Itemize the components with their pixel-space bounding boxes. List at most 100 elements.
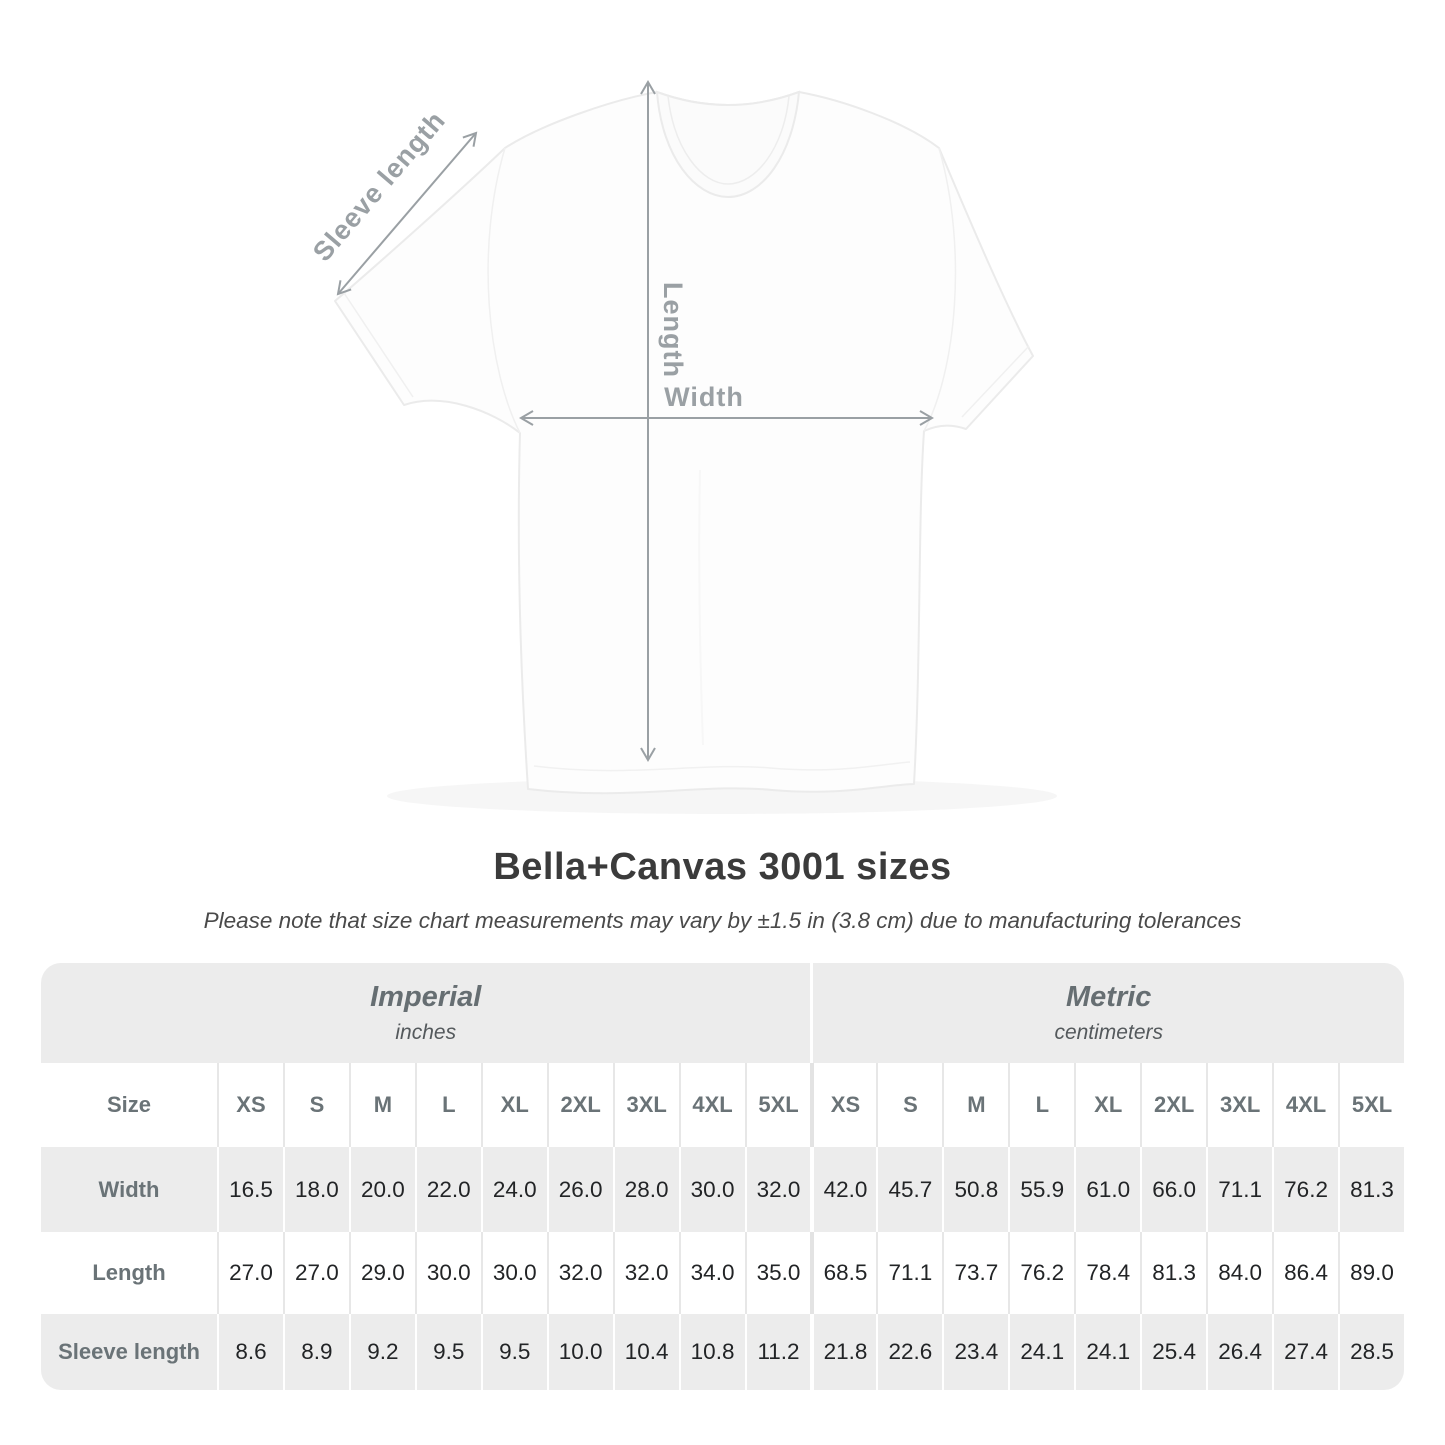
- unit-group-imperial: Imperial inches: [41, 963, 811, 1063]
- unit-group-metric: Metric centimeters: [810, 963, 1404, 1063]
- tshirt-measurement-figure: Sleeve length Length Width: [307, 80, 1034, 795]
- size-header-metric-m: M: [942, 1063, 1009, 1147]
- value-width-imperial-3xl: 28.0: [612, 1147, 679, 1232]
- size-header-imperial-xs: XS: [217, 1063, 283, 1147]
- size-header-metric-3xl: 3XL: [1206, 1063, 1273, 1147]
- size-header-metric-4xl: 4XL: [1272, 1063, 1339, 1147]
- value-sleeve-length-metric-4xl: 27.4: [1272, 1314, 1339, 1390]
- size-header-metric-xl: XL: [1074, 1063, 1141, 1147]
- right-cuff-stitch: [961, 345, 1030, 418]
- size-header-imperial-xl: XL: [480, 1063, 547, 1147]
- value-sleeve-length-metric-xs: 21.8: [810, 1314, 877, 1390]
- value-width-metric-4xl: 76.2: [1272, 1147, 1339, 1232]
- value-length-imperial-s: 27.0: [282, 1232, 349, 1314]
- sleeve-length-arrow: [336, 131, 478, 296]
- value-length-metric-4xl: 86.4: [1272, 1232, 1339, 1314]
- left-armhole-seam: [487, 147, 521, 434]
- hem-stitch: [533, 761, 911, 772]
- value-length-metric-3xl: 84.0: [1206, 1232, 1273, 1314]
- value-width-metric-xl: 61.0: [1074, 1147, 1141, 1232]
- value-width-imperial-m: 20.0: [348, 1147, 415, 1232]
- value-sleeve-length-metric-l: 24.1: [1008, 1314, 1075, 1390]
- size-header-imperial-3xl: 3XL: [612, 1063, 679, 1147]
- value-width-imperial-5xl: 32.0: [744, 1147, 811, 1232]
- value-sleeve-length-metric-m: 23.4: [942, 1314, 1009, 1390]
- size-header-imperial-2xl: 2XL: [546, 1063, 613, 1147]
- size-header-metric-s: S: [876, 1063, 943, 1147]
- shirt-collar: [655, 90, 801, 199]
- left-cuff-stitch: [343, 292, 414, 398]
- value-length-imperial-m: 29.0: [348, 1232, 415, 1314]
- unit-group-unit: centimeters: [1054, 1021, 1163, 1044]
- row-label-length: Length: [41, 1232, 217, 1314]
- size-header-imperial-l: L: [414, 1063, 481, 1147]
- value-length-metric-l: 76.2: [1008, 1232, 1075, 1314]
- tolerance-note: Please note that size chart measurements…: [203, 908, 1242, 933]
- value-width-metric-l: 55.9: [1008, 1147, 1075, 1232]
- value-width-imperial-s: 18.0: [282, 1147, 349, 1232]
- value-sleeve-length-metric-xl: 24.1: [1074, 1314, 1141, 1390]
- value-sleeve-length-imperial-l: 9.5: [414, 1314, 481, 1390]
- value-width-metric-5xl: 81.3: [1338, 1147, 1404, 1232]
- value-width-imperial-l: 22.0: [414, 1147, 481, 1232]
- value-sleeve-length-metric-2xl: 25.4: [1140, 1314, 1207, 1390]
- value-length-imperial-xs: 27.0: [217, 1232, 283, 1314]
- value-length-metric-2xl: 81.3: [1140, 1232, 1207, 1314]
- width-label: Width: [664, 382, 744, 412]
- right-armhole-seam: [923, 147, 957, 432]
- size-header-imperial-m: M: [348, 1063, 415, 1147]
- value-length-metric-5xl: 89.0: [1338, 1232, 1404, 1314]
- row-label-width: Width: [41, 1147, 217, 1232]
- size-header-imperial-4xl: 4XL: [678, 1063, 745, 1147]
- value-length-imperial-l: 30.0: [414, 1232, 481, 1314]
- tshirt-illustration: [334, 90, 1034, 795]
- unit-group-name: Metric: [1066, 981, 1152, 1013]
- value-sleeve-length-imperial-4xl: 10.8: [678, 1314, 745, 1390]
- value-length-metric-m: 73.7: [942, 1232, 1009, 1314]
- value-sleeve-length-imperial-3xl: 10.4: [612, 1314, 679, 1390]
- fabric-crease: [698, 469, 704, 746]
- value-sleeve-length-metric-5xl: 28.5: [1338, 1314, 1404, 1390]
- value-width-metric-m: 50.8: [942, 1147, 1009, 1232]
- page-title: Bella+Canvas 3001 sizes: [493, 846, 952, 888]
- value-sleeve-length-imperial-m: 9.2: [348, 1314, 415, 1390]
- unit-group-name: Imperial: [370, 981, 482, 1013]
- value-length-imperial-4xl: 34.0: [678, 1232, 745, 1314]
- value-sleeve-length-metric-s: 22.6: [876, 1314, 943, 1390]
- value-sleeve-length-metric-3xl: 26.4: [1206, 1314, 1273, 1390]
- value-width-metric-xs: 42.0: [810, 1147, 877, 1232]
- row-label-sleeve-length: Sleeve length: [41, 1314, 217, 1390]
- value-width-imperial-4xl: 30.0: [678, 1147, 745, 1232]
- value-sleeve-length-imperial-xs: 8.6: [217, 1314, 283, 1390]
- value-width-imperial-2xl: 26.0: [546, 1147, 613, 1232]
- unit-group-unit: inches: [395, 1021, 457, 1044]
- value-width-metric-2xl: 66.0: [1140, 1147, 1207, 1232]
- size-header-imperial-s: S: [282, 1063, 349, 1147]
- shirt-body: [334, 91, 1034, 795]
- value-sleeve-length-imperial-xl: 9.5: [480, 1314, 547, 1390]
- value-width-metric-s: 45.7: [876, 1147, 943, 1232]
- size-header-imperial-5xl: 5XL: [744, 1063, 811, 1147]
- value-width-imperial-xl: 24.0: [480, 1147, 547, 1232]
- value-length-imperial-5xl: 35.0: [744, 1232, 811, 1314]
- value-length-imperial-xl: 30.0: [480, 1232, 547, 1314]
- collar-ribbing-line: [667, 95, 790, 185]
- value-length-imperial-2xl: 32.0: [546, 1232, 613, 1314]
- value-sleeve-length-imperial-5xl: 11.2: [744, 1314, 811, 1390]
- size-header-metric-2xl: 2XL: [1140, 1063, 1207, 1147]
- value-width-metric-3xl: 71.1: [1206, 1147, 1273, 1232]
- value-width-imperial-xs: 16.5: [217, 1147, 283, 1232]
- size-chart-table: Imperial inches Metric centimeters Size XS S M L…: [41, 963, 1404, 1390]
- value-sleeve-length-imperial-s: 8.9: [282, 1314, 349, 1390]
- value-length-metric-s: 71.1: [876, 1232, 943, 1314]
- value-sleeve-length-imperial-2xl: 10.0: [546, 1314, 613, 1390]
- size-column-header: Size: [41, 1063, 217, 1147]
- value-length-metric-xs: 68.5: [810, 1232, 877, 1314]
- measurement-arrows: [336, 80, 934, 762]
- size-header-metric-xs: XS: [810, 1063, 877, 1147]
- size-header-metric-5xl: 5XL: [1338, 1063, 1404, 1147]
- value-length-imperial-3xl: 32.0: [612, 1232, 679, 1314]
- value-length-metric-xl: 78.4: [1074, 1232, 1141, 1314]
- length-label: Length: [658, 282, 688, 378]
